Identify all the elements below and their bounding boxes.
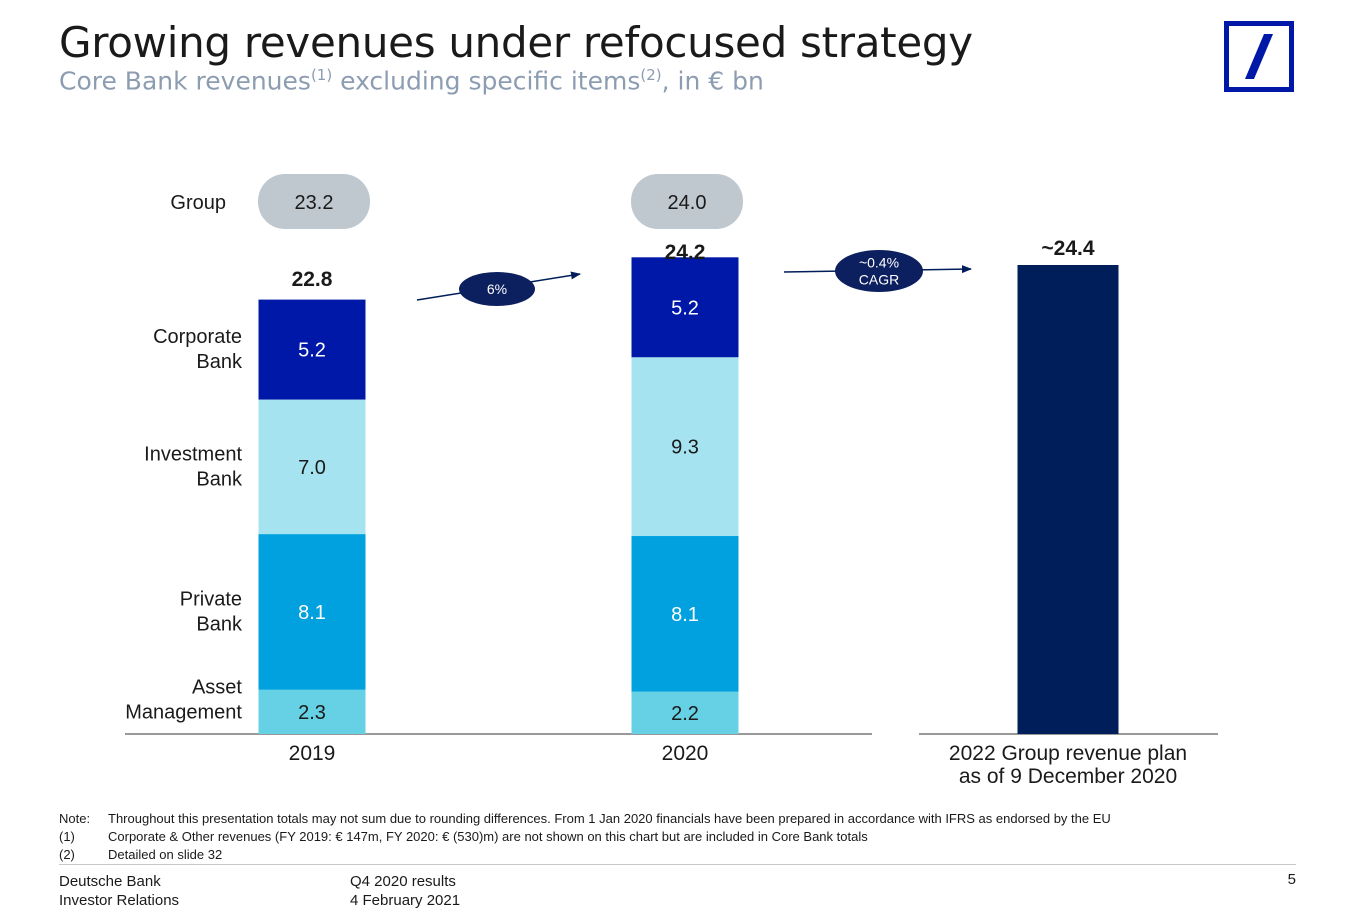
legend-label: Management	[125, 701, 242, 723]
footnote-text: Throughout this presentation totals may …	[108, 811, 1111, 826]
growth-label: 6%	[487, 281, 507, 297]
group-value-pill	[258, 174, 370, 229]
subtitle-part-c: , in € bn	[661, 66, 764, 96]
legend-label: Bank	[196, 468, 243, 490]
subtitle-footnote-2: (2)	[640, 66, 662, 84]
footer-department: Investor Relations	[59, 892, 180, 909]
bar-segment	[631, 257, 739, 358]
bar-value-label: 8.1	[298, 602, 326, 624]
legend-label: Private	[180, 588, 242, 610]
footnote-2: (2) Detailed on slide 32	[59, 846, 1111, 864]
subtitle-footnote-1: (1)	[310, 66, 333, 84]
footer-company-name: Deutsche Bank	[59, 873, 161, 890]
x-tick-label: 2020	[662, 742, 709, 765]
subtitle-part-b: excluding specific items	[332, 66, 641, 96]
legend-label: Investment	[144, 443, 242, 465]
bar-value-label: 5.2	[671, 297, 699, 319]
x-tick-label: as of 9 December 2020	[959, 765, 1177, 788]
bar-total-label: 24.2	[665, 241, 706, 264]
group-value-label: 23.2	[295, 192, 334, 214]
legend-label: Bank	[196, 613, 243, 635]
growth-label: CAGR	[859, 272, 899, 288]
page-subtitle: Core Bank revenues(1) excluding specific…	[59, 66, 764, 95]
bar-value-label: 2.3	[298, 702, 326, 724]
bar-value-label: 9.3	[671, 437, 699, 459]
deutsche-bank-logo-icon	[1224, 21, 1294, 92]
bar-value-label: 2.2	[671, 703, 699, 725]
bar-segment	[258, 299, 366, 400]
footnote-text: Corporate & Other revenues (FY 2019: € 1…	[108, 829, 868, 844]
group-value-pill	[631, 174, 743, 229]
group-row-label: Group	[170, 192, 226, 214]
bar-segment	[258, 689, 366, 734]
bar-value-label: 8.1	[671, 604, 699, 626]
growth-badge	[835, 250, 923, 292]
bar-value-label: 7.0	[298, 457, 326, 479]
bar-segment	[631, 691, 739, 734]
bar-segment	[631, 536, 739, 692]
growth-label: ~0.4%	[859, 255, 899, 271]
footnote-key: (1)	[59, 829, 75, 844]
legend-label: Bank	[196, 351, 243, 373]
footnotes: Note: Throughout this presentation totals…	[59, 810, 1111, 864]
footer-company: Deutsche Bank Investor Relations	[59, 872, 179, 910]
bar-segment	[258, 399, 366, 535]
bar-value-label: 5.2	[298, 340, 326, 362]
footnote-text: Detailed on slide 32	[108, 847, 223, 862]
bar-segment	[258, 534, 366, 690]
revenue-chart: 2.3 8.1 7.0 5.2 22.8 2019 2.2 8.1 9.3 5.2 24.2 2020…	[125, 174, 1218, 788]
legend-label: Corporate	[153, 326, 242, 348]
footer-divider	[59, 864, 1296, 865]
footnote-key: (2)	[59, 847, 75, 862]
bar-segment	[1017, 265, 1119, 734]
footer-report-date: 4 February 2021	[350, 892, 461, 909]
group-value-label: 24.0	[668, 192, 707, 214]
footnote-key: Note:	[59, 811, 91, 826]
bar-total-label: 22.8	[292, 268, 333, 291]
x-tick-label: 2022 Group revenue plan	[949, 742, 1187, 765]
x-tick-label: 2019	[289, 742, 336, 765]
page-number: 5	[1287, 871, 1296, 888]
footnote-note: Note: Throughout this presentation totals…	[59, 810, 1111, 828]
footnote-1: (1) Corporate & Other revenues (FY 2019: …	[59, 828, 1111, 846]
footer-report-name: Q4 2020 results	[350, 873, 456, 890]
footer-report: Q4 2020 results 4 February 2021	[350, 872, 460, 910]
growth-badge	[459, 272, 535, 306]
bar-total-label: ~24.4	[1041, 237, 1094, 260]
legend-label: Asset	[192, 676, 242, 698]
page-title: Growing revenues under refocused strateg…	[59, 18, 973, 67]
subtitle-part-a: Core Bank revenues	[59, 66, 311, 96]
bar-segment	[631, 357, 739, 537]
